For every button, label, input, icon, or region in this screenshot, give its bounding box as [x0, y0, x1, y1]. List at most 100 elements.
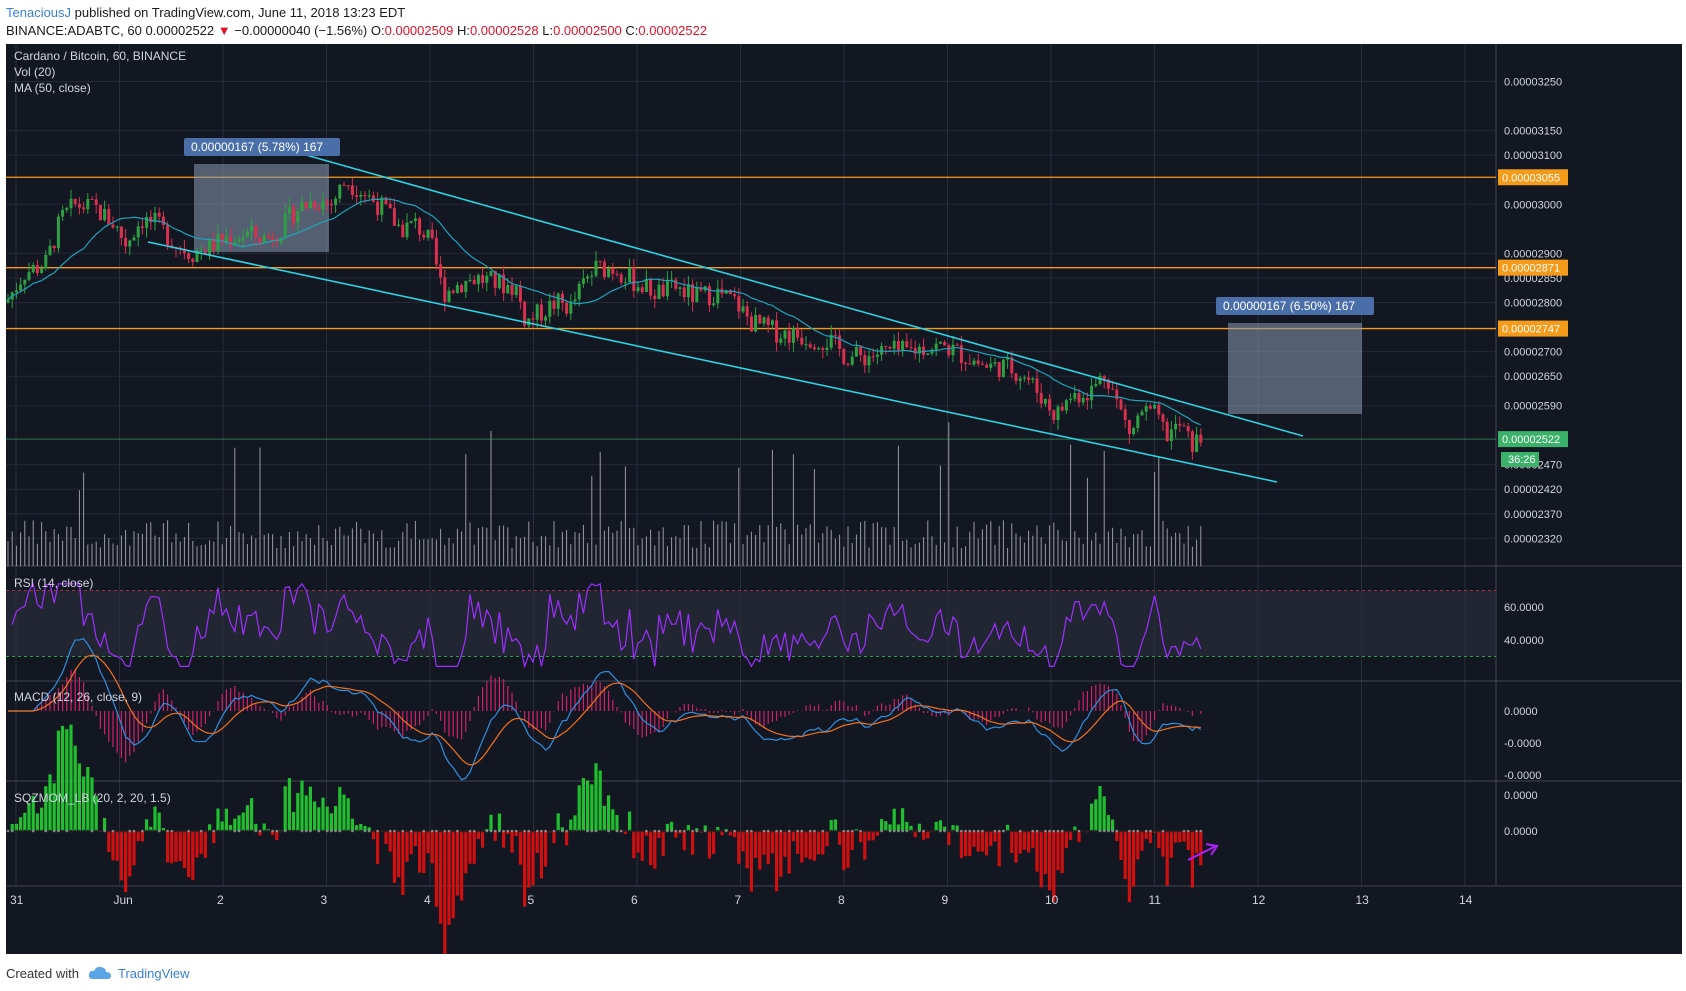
sqz-dot — [754, 829, 757, 833]
candle-body — [1094, 384, 1098, 386]
candle-body — [325, 201, 329, 204]
candle-body — [913, 348, 917, 354]
candle-body — [619, 274, 623, 283]
candle-body — [686, 284, 690, 298]
candle-body — [640, 287, 644, 293]
sqz-dot — [561, 829, 564, 833]
candle-body — [787, 330, 791, 343]
sqz-dot — [682, 829, 686, 833]
candle-body — [258, 237, 262, 243]
candle-body — [741, 306, 745, 312]
sqz-dot — [472, 829, 476, 833]
sqz-dot — [220, 829, 224, 833]
x-tick-label: 31 — [10, 893, 24, 907]
sqz-dot — [267, 829, 270, 833]
candle-body — [40, 268, 44, 273]
sqz-dot — [951, 829, 955, 833]
candle-body — [905, 341, 909, 348]
candle-body — [426, 229, 430, 238]
sqz-dot — [262, 829, 266, 833]
sqz-dot — [540, 829, 543, 833]
candle-body — [418, 218, 422, 235]
candle-body — [670, 279, 674, 281]
sqz-dot — [1081, 829, 1085, 833]
sqz-dot — [1102, 829, 1106, 833]
candle-body — [363, 195, 367, 197]
channel-upper[interactable] — [305, 154, 1304, 437]
candle-body — [1031, 378, 1035, 380]
candle-body — [275, 240, 279, 243]
candle-body — [1018, 378, 1022, 381]
candle-body — [86, 198, 90, 210]
sqz-dot — [926, 829, 930, 833]
candle-body — [1165, 421, 1169, 442]
candle-body — [342, 184, 346, 186]
candle-body — [422, 234, 426, 238]
rsi-pane: 60.0000 40.0000 — [6, 582, 1544, 669]
sqz-dot — [834, 829, 837, 833]
candle-body — [1048, 399, 1052, 411]
candle-body — [506, 285, 510, 294]
sqz-dot — [296, 829, 300, 833]
momentum-arrow-icon[interactable] — [1187, 843, 1219, 861]
sqz-dot — [758, 829, 762, 833]
candle-body — [1064, 400, 1068, 411]
candle-body — [1190, 431, 1194, 452]
candle-body — [1043, 399, 1047, 404]
candle-body — [472, 279, 476, 285]
sqz-dot — [691, 829, 694, 833]
sqz-dot — [414, 829, 417, 833]
sqz-dot — [183, 829, 186, 833]
x-tick-label: 11 — [1149, 893, 1162, 907]
candle-body — [821, 348, 825, 350]
sqz-dot — [745, 829, 749, 833]
sqz-dot — [1153, 829, 1156, 833]
sqz-dot — [993, 829, 997, 833]
candle-body — [1127, 419, 1131, 435]
candle-body — [938, 341, 942, 344]
sqz-dot — [607, 829, 610, 833]
sqz-dot — [174, 829, 178, 833]
sqz-dot — [661, 829, 665, 833]
candle-body — [1056, 406, 1060, 421]
candle-body — [119, 226, 123, 238]
channel-lines[interactable] — [147, 154, 1304, 483]
candle-body — [77, 203, 81, 208]
momentum-arrow-shaft[interactable] — [1187, 845, 1217, 861]
candle-body — [615, 273, 619, 275]
candle-body — [73, 198, 77, 204]
chart-area[interactable]: 0.00000167 (5.78%) 167 0.00000167 (6.50%… — [6, 44, 1682, 958]
sqz-dot — [317, 829, 321, 833]
rsi-pane-title: RSI (14, close) — [14, 576, 93, 590]
sqz-dot — [1128, 829, 1131, 833]
candle-body — [859, 347, 863, 355]
measure-box-2[interactable] — [1228, 323, 1362, 414]
candle-body — [745, 306, 749, 317]
sqz-dot — [808, 829, 812, 833]
candle-body — [195, 251, 199, 263]
candle-body — [443, 277, 447, 302]
channel-lower[interactable] — [147, 241, 1278, 483]
candle-body — [283, 213, 287, 238]
price-tick-label: 0.00002590 — [1504, 401, 1562, 413]
sqz-dot — [842, 829, 846, 833]
chart-svg[interactable]: 0.00000167 (5.78%) 167 0.00000167 (6.50%… — [6, 44, 1682, 958]
candle-body — [250, 225, 254, 232]
candle-body — [867, 356, 871, 366]
sqz-dot — [489, 829, 493, 833]
candle-body — [397, 224, 401, 226]
candle-body — [808, 344, 812, 348]
level-tag-bg — [1498, 259, 1568, 276]
macd-tick-label: -0.0000 — [1504, 770, 1541, 782]
measure-label-2: 0.00000167 (6.50%) 167 — [1216, 297, 1374, 315]
candle-body — [552, 300, 556, 309]
sqz-dot — [325, 829, 329, 833]
candle-body — [959, 345, 963, 363]
candle-body — [31, 265, 35, 273]
author-link[interactable]: TenaciousJ — [6, 5, 72, 20]
sqz-dot — [653, 829, 657, 833]
momentum-arrow-head[interactable] — [1205, 843, 1219, 856]
sqz-dot — [930, 829, 934, 833]
tradingview-link[interactable]: TradingView — [118, 966, 190, 981]
sqz-dot — [867, 829, 871, 833]
